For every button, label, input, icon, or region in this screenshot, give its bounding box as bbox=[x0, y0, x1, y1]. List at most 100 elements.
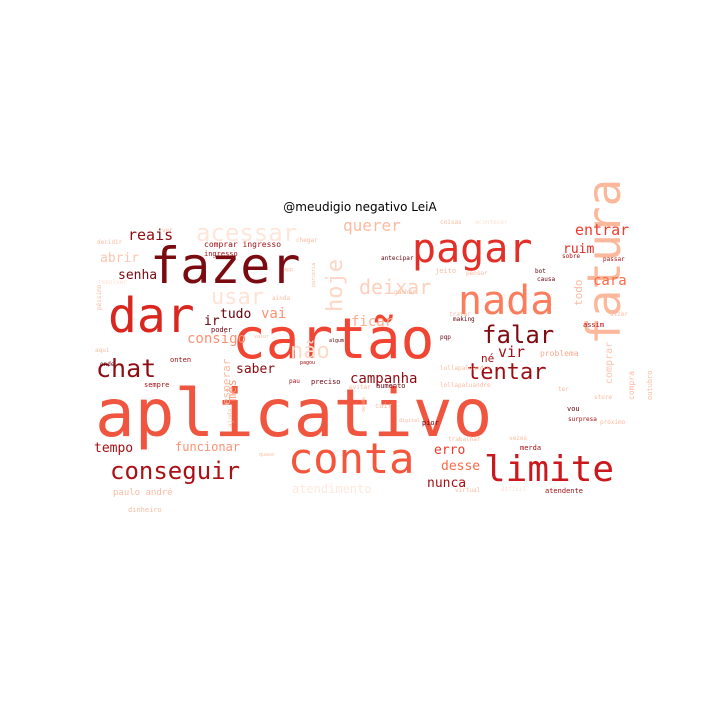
word-23: vir bbox=[498, 343, 525, 361]
word-26: cara bbox=[593, 273, 627, 289]
word-96: péssimo bbox=[96, 284, 103, 310]
word-47: ingresso bbox=[204, 250, 238, 258]
chart-title: @meudigio negativo LeiA bbox=[283, 200, 437, 214]
word-59: assim bbox=[583, 321, 604, 329]
word-84: store bbox=[594, 394, 612, 401]
word-61: preciso bbox=[311, 378, 341, 386]
word-22: querer bbox=[343, 216, 401, 235]
word-85: virtual bbox=[455, 487, 481, 494]
word-7: dar bbox=[108, 288, 195, 344]
word-10: conseguir bbox=[110, 457, 240, 485]
word-16: deixar bbox=[359, 275, 431, 299]
word-57: tratar bbox=[449, 311, 471, 318]
word-15: acessar bbox=[196, 219, 297, 247]
word-58: making bbox=[453, 316, 475, 323]
word-29: tudo bbox=[220, 307, 251, 322]
word-64: evitar bbox=[349, 384, 371, 391]
word-65: cair bbox=[375, 402, 392, 410]
word-79: bot bbox=[535, 268, 546, 275]
word-95: aqui bbox=[95, 347, 110, 354]
word-45: paulo andré bbox=[113, 487, 173, 498]
word-46: comprar ingresso bbox=[204, 240, 281, 249]
word-51: outubro bbox=[646, 370, 654, 400]
word-34: mês bbox=[225, 379, 239, 401]
word-21: entrar bbox=[575, 221, 629, 239]
word-67: pior bbox=[422, 419, 439, 427]
word-25: ruim bbox=[563, 242, 594, 257]
word-103: desde bbox=[361, 397, 367, 412]
word-73: chegar bbox=[296, 237, 318, 244]
word-49: problema bbox=[540, 349, 579, 358]
word-56: jeito bbox=[435, 267, 456, 275]
word-88: trabalhar bbox=[448, 436, 481, 443]
word-54: sobre bbox=[562, 253, 580, 260]
word-105: digital bbox=[399, 418, 420, 424]
word-11: chat bbox=[96, 354, 156, 383]
word-94: pau bbox=[289, 378, 300, 385]
word-97: dizer bbox=[610, 311, 628, 318]
word-5: pagar bbox=[412, 226, 532, 272]
word-100: parceria bbox=[311, 263, 317, 287]
word-90: app bbox=[284, 267, 293, 273]
word-12: falar bbox=[482, 321, 554, 349]
word-36: nunca bbox=[427, 476, 466, 491]
word-50: atendente bbox=[545, 487, 583, 495]
word-42: todo bbox=[572, 280, 585, 307]
word-53: antecipar bbox=[381, 255, 414, 262]
word-69: dinheiro bbox=[128, 506, 162, 514]
word-52: aumento bbox=[376, 382, 406, 390]
word-93: pagou bbox=[300, 360, 315, 366]
word-32: abrir bbox=[100, 251, 139, 266]
word-104: quase bbox=[259, 452, 274, 458]
word-18: não bbox=[290, 339, 330, 364]
word-68: merda bbox=[520, 444, 541, 452]
word-8: conta bbox=[288, 434, 414, 483]
word-2: cartão bbox=[232, 307, 434, 372]
word-28: consigo bbox=[187, 331, 246, 347]
word-37: erro bbox=[434, 443, 465, 458]
word-31: ir bbox=[204, 314, 220, 329]
word-63: onten bbox=[170, 356, 191, 364]
word-27: ficar bbox=[351, 314, 393, 330]
word-81: pensar bbox=[466, 270, 488, 277]
word-44: né bbox=[481, 352, 494, 365]
word-92: próximo bbox=[600, 419, 626, 426]
word-82: lollapaluandre bbox=[440, 382, 491, 389]
word-43: comprar bbox=[604, 342, 615, 384]
word-41: atendimento bbox=[292, 482, 371, 496]
word-39: tempo bbox=[94, 441, 133, 456]
word-14: hoje bbox=[323, 259, 348, 312]
word-13: tentar bbox=[467, 360, 546, 385]
word-60: poder bbox=[211, 326, 232, 334]
word-1: aplicativo bbox=[95, 375, 492, 452]
word-33: saber bbox=[236, 362, 275, 377]
word-4: fazer bbox=[150, 237, 301, 295]
word-77: resolver bbox=[98, 279, 127, 286]
word-102: valor bbox=[254, 334, 269, 340]
word-75: acontecer bbox=[475, 219, 508, 226]
word-40: funcionar bbox=[175, 440, 240, 454]
word-3: fatura bbox=[577, 179, 631, 345]
word-9: limite bbox=[484, 449, 614, 490]
word-87: vezes bbox=[509, 435, 527, 442]
word-6: nada bbox=[458, 278, 554, 324]
word-62: sempre bbox=[144, 381, 169, 389]
word-86: difícil bbox=[501, 486, 527, 493]
word-38: desse bbox=[441, 459, 480, 474]
word-101: algum bbox=[329, 338, 344, 344]
word-55: passar bbox=[603, 256, 625, 263]
word-48: compra bbox=[627, 371, 636, 400]
word-78: ver bbox=[162, 227, 173, 234]
word-74: coisas bbox=[440, 219, 462, 226]
word-71: ajuda bbox=[227, 409, 234, 427]
word-80: causa bbox=[537, 276, 555, 283]
word-89: ganhar bbox=[394, 289, 416, 296]
word-99: lollapaluandre bbox=[440, 365, 491, 372]
word-76: decidir bbox=[97, 239, 123, 246]
word-19: campanha bbox=[350, 371, 417, 387]
word-17: usar bbox=[211, 285, 264, 310]
word-35: esperar bbox=[220, 358, 233, 405]
word-24: senha bbox=[118, 268, 157, 283]
word-70: onde bbox=[100, 361, 115, 368]
